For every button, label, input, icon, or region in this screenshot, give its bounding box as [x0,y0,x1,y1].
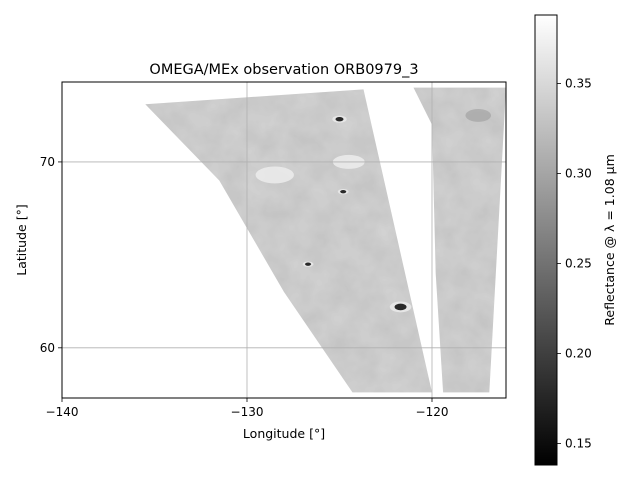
y-axis-label: Latitude [°] [14,204,29,275]
colorbar-label: Reflectance @ λ = 1.08 μm [602,154,617,326]
grid-layer [62,82,506,398]
crater [389,301,412,313]
y-ticks: 60 70 [40,155,62,355]
x-axis-label: Longitude [°] [243,426,325,441]
crater [337,188,349,195]
x-ticks: −140 −130 −120 [46,398,449,419]
colorbar-tick-label: 0.20 [565,346,592,360]
colorbar-tick-label: 0.15 [565,436,592,450]
crater [302,261,314,267]
plot-frame [61,81,507,399]
x-tick-label: −130 [231,405,264,419]
x-tick-label: −120 [416,405,449,419]
x-tick-label: −140 [46,405,79,419]
colorbar-tick-label: 0.30 [565,166,592,180]
colorbar-tick-label: 0.35 [565,76,592,90]
crater [332,115,347,123]
dark-patch [465,109,492,122]
colorbar [534,14,558,466]
colorbar-tick-label: 0.25 [565,256,592,270]
chart-title: OMEGA/MEx observation ORB0979_3 [149,62,418,78]
colorbar-ticks: 0.15 0.20 0.25 0.30 0.35 [557,76,592,450]
secondary-swath-texture [413,87,506,393]
y-tick-label: 60 [40,341,55,355]
bright-patch [255,166,294,184]
y-tick-label: 70 [40,155,55,169]
